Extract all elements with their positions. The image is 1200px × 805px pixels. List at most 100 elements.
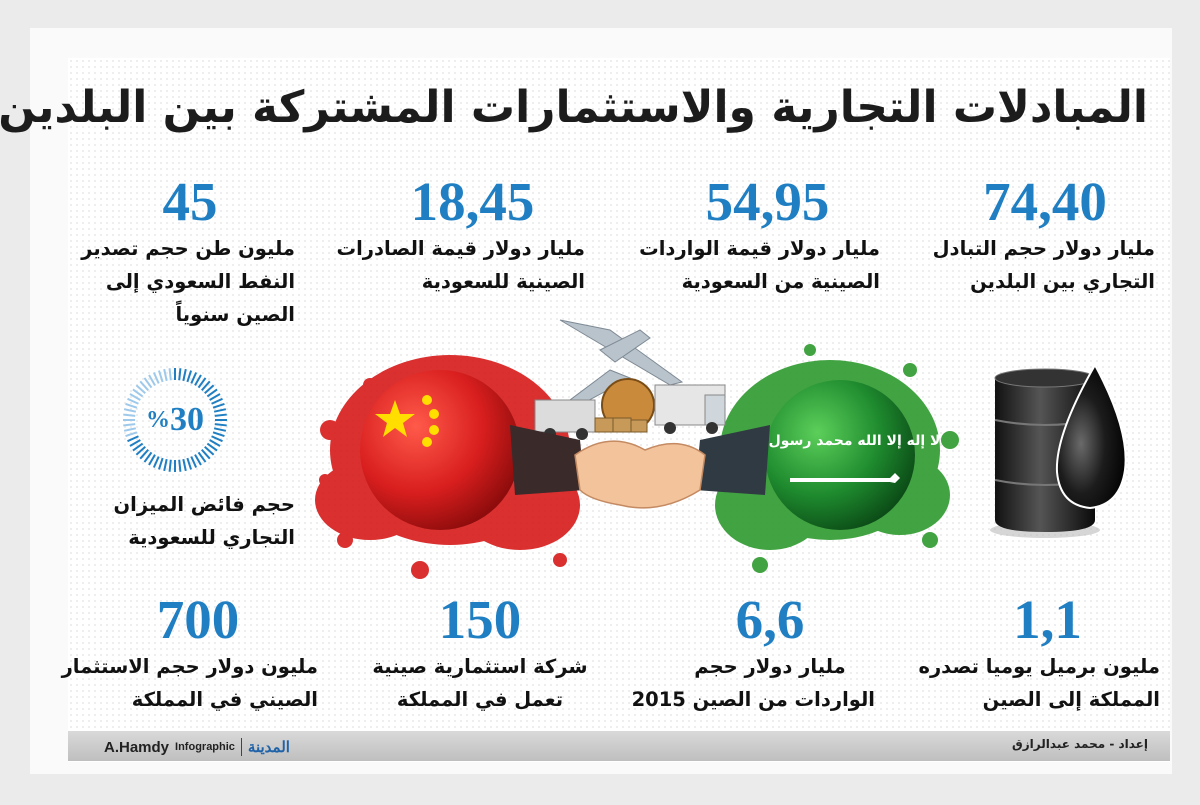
gauge-tick xyxy=(143,451,153,463)
gauge-tick xyxy=(129,393,141,401)
airplane-icon xyxy=(559,319,684,405)
gauge-tick xyxy=(163,368,168,382)
gauge-tick xyxy=(190,372,198,384)
gauge-tick xyxy=(148,374,156,386)
stat-value: 74,40 xyxy=(983,171,1107,232)
gauge-tick xyxy=(123,427,137,432)
gauge-tick xyxy=(214,423,227,427)
stat-value: 18,45 xyxy=(410,171,535,232)
stat-oil-export: 45 مليون طن حجم تصدير النفط السعودي إلى … xyxy=(81,171,295,331)
gauge-tick xyxy=(209,439,221,447)
gauge-tick xyxy=(186,457,193,470)
oil-barrel-icon xyxy=(990,362,1127,538)
stat-desc-line: مليون برميل يوميا تصدره xyxy=(918,655,1160,678)
saudi-flag-icon: لا إله إلا الله محمد رسول الله xyxy=(740,380,941,530)
stat-daily-barrels: 1,1 مليون برميل يوميا تصدره المملكة إلى … xyxy=(918,589,1160,716)
gauge-tick xyxy=(152,372,160,384)
footer-credit: إعداد - محمد عبدالرازق xyxy=(1012,737,1148,751)
stat-value: 45 xyxy=(162,171,218,232)
gauge-tick xyxy=(206,388,218,398)
stat-desc-line: المملكة إلى الصين xyxy=(982,688,1160,711)
gauge-tick xyxy=(212,431,225,438)
stat-chinese-exports: 18,45 مليار دولار قيمة الصادرات الصينية … xyxy=(336,171,585,298)
stat-desc-line: شركة استثمارية صينية xyxy=(372,655,588,678)
gauge-tick xyxy=(139,449,149,460)
stat-desc-line: مليون دولار حجم الاستثمار xyxy=(61,655,318,678)
stat-value: 6,6 xyxy=(735,589,805,650)
gauge-tick xyxy=(135,446,146,456)
gauge-tick xyxy=(127,397,139,405)
gauge-tick xyxy=(157,457,164,470)
saudi-flag-text: لا إله إلا الله محمد رسول الله xyxy=(740,433,941,449)
stat-desc-line: الصينية للسعودية xyxy=(421,270,585,293)
gauge-ticks xyxy=(123,368,227,472)
gauge-tick xyxy=(201,380,211,391)
stat-chinese-investment: 700 مليون دولار حجم الاستثمار الصيني في … xyxy=(61,590,318,716)
stat-value: 1,1 xyxy=(1013,589,1082,650)
trade-illustration: لا إله إلا الله محمد رسول الله xyxy=(315,319,959,579)
gauge-tick xyxy=(206,442,218,452)
gauge-tick xyxy=(197,377,207,389)
stat-desc-line: مليون طن حجم تصدير xyxy=(81,237,295,260)
handshake-icon xyxy=(510,425,770,509)
stat-desc-line: مليار دولار حجم التبادل xyxy=(932,237,1155,260)
oil-drop-icon xyxy=(1055,362,1127,510)
gauge-tick xyxy=(197,451,207,463)
brand-divider xyxy=(240,738,242,756)
brand-sub: Infographic xyxy=(175,741,235,753)
gauge-tick xyxy=(148,454,156,466)
gauge-tick xyxy=(123,413,136,417)
gauge-tick xyxy=(132,388,144,398)
gauge-tick xyxy=(135,384,146,394)
gauge-tick xyxy=(211,435,223,443)
gauge-tick xyxy=(152,456,160,468)
stat-desc-line: الصينية من السعودية xyxy=(681,270,880,293)
gauge-percent-symbol: % xyxy=(146,406,170,433)
stat-desc-line: الصين سنوياً xyxy=(175,303,295,326)
gauge-tick xyxy=(204,446,215,456)
gauge-tick xyxy=(157,370,164,383)
gauge-tick xyxy=(211,397,223,405)
stat-desc-line: مليار دولار حجم xyxy=(694,655,846,678)
stat-desc-line: الواردات من الصين 2015 xyxy=(631,688,875,711)
stat-value: 150 xyxy=(438,589,522,650)
gauge-tick xyxy=(178,368,182,381)
gauge-tick xyxy=(168,459,172,472)
gauge-tick xyxy=(214,413,227,417)
footer-bar xyxy=(68,731,1170,761)
page-title: المبادلات التجارية والاستثمارات المشتركة… xyxy=(0,82,1148,133)
gauge-value: % 30 xyxy=(120,365,230,475)
stat-trade-volume: 74,40 مليار دولار حجم التبادل التجاري بي… xyxy=(932,171,1155,298)
gauge-tick xyxy=(194,454,202,466)
gauge-tick xyxy=(190,456,198,468)
gauge-tick xyxy=(182,368,187,382)
stat-desc-line: مليار دولار قيمة الصادرات xyxy=(336,237,585,260)
surplus-gauge xyxy=(123,368,227,472)
gauge-tick xyxy=(127,435,139,443)
stat-desc-line: النفط السعودي إلى xyxy=(105,270,295,293)
gauge-tick xyxy=(213,427,227,432)
gauge-tick xyxy=(139,380,149,391)
gauge-tick xyxy=(123,423,136,427)
gauge-tick xyxy=(163,458,168,472)
gauge-tick xyxy=(143,377,153,389)
gauge-tick xyxy=(178,459,182,472)
van-icon xyxy=(534,399,596,440)
gauge-tick xyxy=(204,384,215,394)
stat-chinese-imports: 54,95 مليار دولار قيمة الواردات الصينية … xyxy=(639,171,880,298)
stat-desc-line: تعمل في المملكة xyxy=(396,688,564,711)
gauge-tick xyxy=(125,431,138,438)
footer-brand: A.Hamdy Infographic المدينة xyxy=(104,735,290,759)
stat-desc-line: حجم فائض الميزان xyxy=(113,493,296,516)
gauge-tick xyxy=(194,374,202,386)
gauge-tick xyxy=(129,439,141,447)
gauge-tick xyxy=(125,402,138,409)
gauge-tick xyxy=(132,442,144,452)
stat-imports-2015: 6,6 مليار دولار حجم الواردات من الصين 20… xyxy=(631,589,875,716)
brand-name: A.Hamdy xyxy=(104,738,170,756)
newspaper-logo: المدينة xyxy=(247,739,290,756)
stat-trade-surplus: حجم فائض الميزان التجاري للسعودية xyxy=(85,488,296,554)
stat-desc-line: التجاري بين البلدين xyxy=(970,270,1155,293)
stat-value: 54,95 xyxy=(705,171,830,232)
gauge-tick xyxy=(168,368,172,381)
